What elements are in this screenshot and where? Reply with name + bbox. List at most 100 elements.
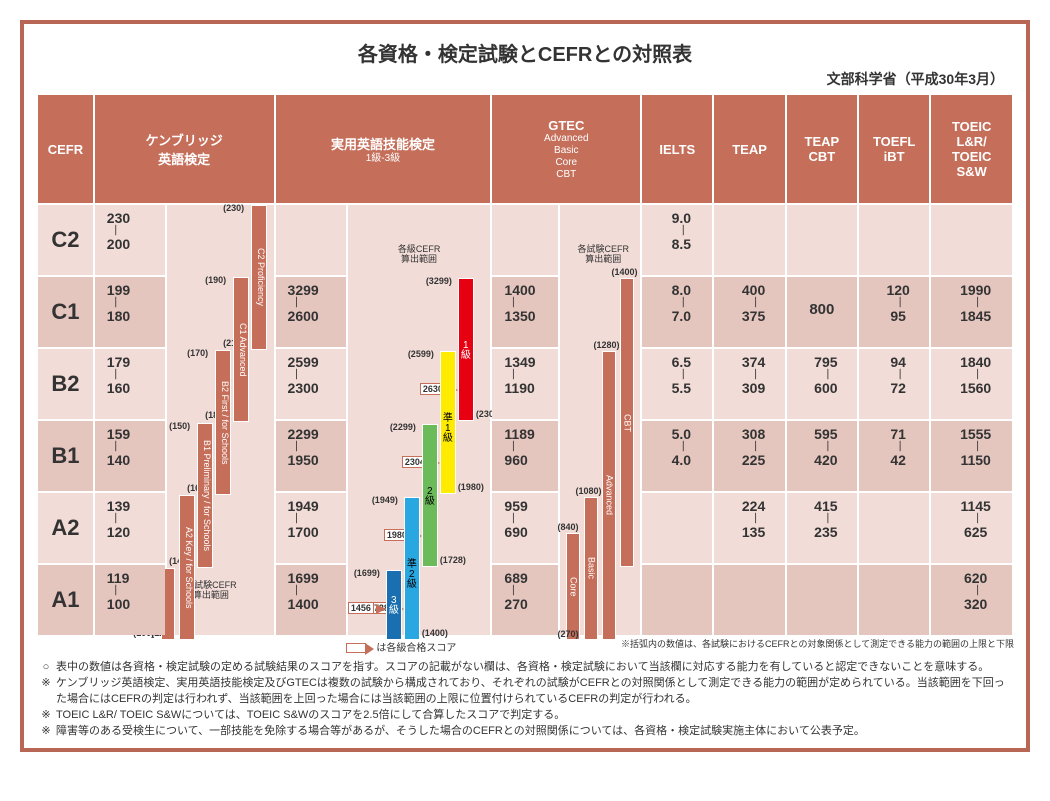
comparison-table: CEFR ケンブリッジ 英語検定 実用英語技能検定1級-3級 GTECAdvan… bbox=[36, 93, 1014, 637]
gtec-score: 1400｜1350 bbox=[491, 276, 558, 348]
eiken-bar: 3級 bbox=[386, 570, 402, 640]
cefr-cell: A1 bbox=[37, 564, 94, 636]
toefl-score: 120｜95 bbox=[858, 276, 930, 348]
note-row: ○ 表中の数値は各資格・検定試験の定める試験結果のスコアを指す。スコアの記載がな… bbox=[36, 660, 1014, 676]
eiken-score: 1699｜1400 bbox=[275, 564, 347, 636]
note-bullet: ○ bbox=[36, 660, 56, 676]
header-gtec: GTECAdvanced Basic Core CBT bbox=[491, 94, 641, 204]
toefl-score: 71｜42 bbox=[858, 420, 930, 492]
cefr-cell: B2 bbox=[37, 348, 94, 420]
teap-score bbox=[713, 564, 785, 636]
toeic-score bbox=[930, 204, 1013, 276]
header-toeic: TOEIC L&R/ TOEIC S&W bbox=[930, 94, 1013, 204]
header-teapcbt: TEAP CBT bbox=[786, 94, 858, 204]
ielts-score: 5.0｜4.0 bbox=[641, 420, 713, 492]
ielts-score bbox=[641, 564, 713, 636]
eiken-score: 3299｜2600 bbox=[275, 276, 347, 348]
paren-label: (150) bbox=[169, 421, 190, 431]
toefl-score bbox=[858, 492, 930, 564]
eiken-bars: 各級CEFR算出範囲1級 (3299) (2304) 2630 準1級 (259… bbox=[347, 204, 492, 636]
cambridge-score: 199｜180 bbox=[94, 276, 166, 348]
toeic-score: 1555｜1150 bbox=[930, 420, 1013, 492]
note-text: TOEIC L&R/ TOEIC S&Wについては、TOEIC S&Wのスコアを… bbox=[56, 708, 1014, 724]
header-toefl: TOEFL iBT bbox=[858, 94, 930, 204]
legend-pass-score: は各級合格スコア bbox=[36, 639, 456, 654]
header-ielts: IELTS bbox=[641, 94, 713, 204]
gtec-bar: Core bbox=[566, 533, 580, 640]
table-row: C2230｜200各試験CEFR算出範囲C2 Proficiency (230)… bbox=[37, 204, 1013, 276]
pass-score-arrow-icon bbox=[376, 604, 386, 614]
cambridge-bar: C1 Advanced bbox=[233, 277, 249, 422]
toefl-score bbox=[858, 204, 930, 276]
notes-section: ○ 表中の数値は各資格・検定試験の定める試験結果のスコアを指す。スコアの記載がな… bbox=[36, 660, 1014, 740]
cefr-cell: C2 bbox=[37, 204, 94, 276]
note-text: 障害等のある受検生について、一部技能を免除する場合等があるが、そうした場合のCE… bbox=[56, 724, 1014, 740]
gtec-score bbox=[491, 204, 558, 276]
pass-score-box: 1456 bbox=[348, 602, 374, 614]
cambridge-bar: A2 Key / for Schools bbox=[179, 495, 195, 640]
eiken-caption: 各級CEFR算出範囲 bbox=[398, 245, 441, 265]
note-row: ※ 障害等のある受検生について、一部技能を免除する場合等があるが、そうした場合の… bbox=[36, 724, 1014, 740]
paren-label: (170) bbox=[187, 348, 208, 358]
note-text: ケンブリッジ英語検定、実用英語技能検定及びGTECは複数の試験から構成されており… bbox=[56, 676, 1014, 708]
teapcbt-score: 595｜420 bbox=[786, 420, 858, 492]
cambridge-bar: B2 First / for Schools bbox=[215, 350, 231, 495]
teap-score: 374｜309 bbox=[713, 348, 785, 420]
paren-label: (3299) bbox=[426, 276, 452, 286]
note-bullet: ※ bbox=[36, 708, 56, 724]
ielts-score: 6.5｜5.5 bbox=[641, 348, 713, 420]
page-title: 各資格・検定試験とCEFRとの対照表 bbox=[36, 38, 1014, 67]
gtec-score: 1349｜1190 bbox=[491, 348, 558, 420]
paren-label: (1400) bbox=[422, 628, 448, 638]
toefl-score bbox=[858, 564, 930, 636]
gtec-bar: CBT bbox=[620, 278, 634, 567]
paren-label: (1728) bbox=[440, 555, 466, 565]
note-bullet: ※ bbox=[36, 724, 56, 740]
cefr-cell: C1 bbox=[37, 276, 94, 348]
note-row: ※ TOEIC L&R/ TOEIC S&Wについては、TOEIC S&Wのスコ… bbox=[36, 708, 1014, 724]
header-teap: TEAP bbox=[713, 94, 785, 204]
gtec-caption: 各試験CEFR算出範囲 bbox=[578, 245, 630, 265]
toeic-score: 1145｜625 bbox=[930, 492, 1013, 564]
cambridge-score: 230｜200 bbox=[94, 204, 166, 276]
gtec-bar: Advanced bbox=[602, 351, 616, 640]
paren-label: (1699) bbox=[354, 568, 380, 578]
header-cefr: CEFR bbox=[37, 94, 94, 204]
chart-wrapper: 各資格・検定試験とCEFRとの対照表 文部科学省（平成30年3月） CEFR ケ… bbox=[20, 20, 1030, 752]
paren-label: (230) bbox=[223, 203, 244, 213]
paren-label: (190) bbox=[205, 275, 226, 285]
cambridge-score: 159｜140 bbox=[94, 420, 166, 492]
header-row: CEFR ケンブリッジ 英語検定 実用英語技能検定1級-3級 GTECAdvan… bbox=[37, 94, 1013, 204]
cefr-cell: A2 bbox=[37, 492, 94, 564]
teapcbt-score: 415｜235 bbox=[786, 492, 858, 564]
paren-label: (270) bbox=[558, 629, 579, 639]
paren-label: (1080) bbox=[576, 486, 602, 496]
gtec-score: 689｜270 bbox=[491, 564, 558, 636]
header-cambridge: ケンブリッジ 英語検定 bbox=[94, 94, 275, 204]
subtitle: 文部科学省（平成30年3月） bbox=[36, 69, 1014, 89]
eiken-score: 2599｜2300 bbox=[275, 348, 347, 420]
eiken-score: 2299｜1950 bbox=[275, 420, 347, 492]
eiken-bar: 準2級 bbox=[404, 497, 420, 640]
toefl-score: 94｜72 bbox=[858, 348, 930, 420]
paren-label: (1280) bbox=[594, 340, 620, 350]
cambridge-bars: 各試験CEFR算出範囲C2 Proficiency (230) (210)C1 … bbox=[166, 204, 274, 636]
cambridge-bar: C2 Proficiency bbox=[251, 205, 267, 350]
eiken-bar: 1級 bbox=[458, 278, 474, 421]
toeic-score: 620｜320 bbox=[930, 564, 1013, 636]
cambridge-score: 119｜100 bbox=[94, 564, 166, 636]
cambridge-score: 179｜160 bbox=[94, 348, 166, 420]
teap-score: 400｜375 bbox=[713, 276, 785, 348]
paren-label: (1980) bbox=[458, 482, 484, 492]
note-row: ※ ケンブリッジ英語検定、実用英語技能検定及びGTECは複数の試験から構成されて… bbox=[36, 676, 1014, 708]
teapcbt-score bbox=[786, 564, 858, 636]
cambridge-bar: B1 Preliminary / for Schools bbox=[197, 423, 213, 568]
cefr-cell: B1 bbox=[37, 420, 94, 492]
teapcbt-score bbox=[786, 204, 858, 276]
teapcbt-score: 800 bbox=[786, 276, 858, 348]
paren-label: (2299) bbox=[390, 422, 416, 432]
footnote-paren: ※括弧内の数値は、各試験におけるCEFRとの対象関係として測定できる能力の範囲の… bbox=[621, 637, 1014, 650]
note-text: 表中の数値は各資格・検定試験の定める試験結果のスコアを指す。スコアの記載がない欄… bbox=[56, 660, 1014, 676]
ielts-score: 8.0｜7.0 bbox=[641, 276, 713, 348]
eiken-bar: 2級 bbox=[422, 424, 438, 567]
